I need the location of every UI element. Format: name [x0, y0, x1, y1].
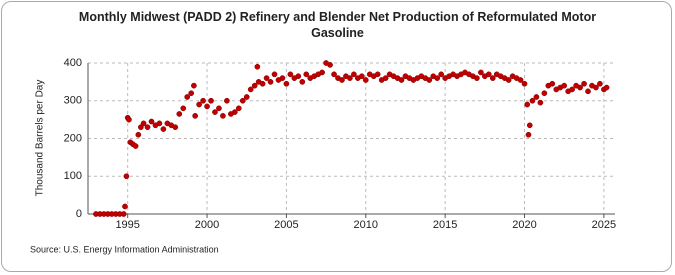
- x-tick-label: 2005: [274, 219, 298, 231]
- x-tick-label: 2010: [354, 219, 378, 231]
- data-point: [603, 84, 610, 91]
- y-tick-label: 400: [64, 57, 82, 69]
- data-point: [295, 73, 302, 80]
- data-point: [525, 131, 532, 138]
- data-point: [239, 97, 246, 104]
- data-point: [351, 71, 357, 78]
- x-tick-label: 2025: [592, 219, 616, 231]
- x-tick-label: 2015: [433, 219, 457, 231]
- data-point: [132, 143, 139, 149]
- data-point: [521, 80, 528, 87]
- source-note: Source: U.S. Energy Information Administ…: [30, 244, 219, 254]
- data-point: [382, 75, 389, 81]
- data-point: [216, 105, 222, 112]
- data-point: [224, 97, 230, 104]
- data-point: [358, 73, 365, 80]
- data-point: [593, 84, 599, 91]
- data-point: [148, 118, 155, 125]
- data-point: [172, 124, 179, 131]
- data-point: [581, 80, 587, 87]
- data-point: [474, 75, 480, 81]
- data-point: [524, 101, 531, 108]
- y-tick-label: 200: [64, 132, 82, 144]
- data-point: [123, 173, 130, 180]
- data-point: [489, 75, 496, 81]
- data-point: [331, 71, 337, 78]
- data-point: [283, 80, 290, 87]
- data-point: [299, 79, 306, 85]
- data-point: [208, 97, 214, 104]
- x-tick-label: 2020: [512, 219, 536, 231]
- data-point: [347, 75, 353, 81]
- data-point: [144, 124, 151, 131]
- data-point: [212, 109, 218, 115]
- data-point: [585, 88, 591, 95]
- data-point: [319, 69, 325, 76]
- data-point: [569, 86, 575, 93]
- data-point: [126, 116, 132, 123]
- data-point: [287, 71, 294, 78]
- data-point: [120, 211, 127, 217]
- data-point: [485, 71, 492, 78]
- data-point: [541, 90, 548, 97]
- data-point: [339, 77, 345, 83]
- data-point: [160, 126, 167, 132]
- data-point: [140, 120, 147, 127]
- data-point: [438, 71, 445, 78]
- data-point: [188, 90, 195, 97]
- data-point: [156, 120, 163, 127]
- data-point: [434, 75, 441, 81]
- data-point: [517, 77, 524, 83]
- data-point: [176, 111, 183, 117]
- data-point: [196, 101, 202, 108]
- data-point: [327, 62, 333, 68]
- data-point: [231, 109, 238, 115]
- x-tick-label: 2000: [195, 219, 219, 231]
- data-point: [263, 75, 270, 81]
- chart-frame: [1, 1, 672, 272]
- data-point: [537, 99, 544, 106]
- data-point: [200, 97, 206, 104]
- data-point: [247, 86, 254, 93]
- data-point: [362, 77, 369, 83]
- data-point: [204, 103, 210, 110]
- data-point: [549, 80, 556, 87]
- data-point: [192, 113, 198, 119]
- y-axis-label: Thousand Barrels per Day: [35, 80, 46, 197]
- data-point: [279, 75, 286, 81]
- data-point: [577, 84, 583, 91]
- data-point: [243, 94, 250, 100]
- data-point: [398, 77, 405, 83]
- data-point: [426, 77, 433, 83]
- y-tick-label: 300: [64, 95, 82, 107]
- data-point: [122, 203, 128, 210]
- y-tick-label: 100: [64, 170, 82, 182]
- data-point: [191, 82, 197, 89]
- data-point: [180, 105, 187, 112]
- data-point: [235, 105, 242, 112]
- data-point: [267, 79, 274, 85]
- data-point: [135, 131, 142, 138]
- data-point: [529, 97, 536, 104]
- data-point: [561, 82, 568, 89]
- data-point: [526, 122, 533, 129]
- x-tick-label: 1995: [115, 219, 139, 231]
- data-point: [505, 77, 512, 83]
- data-point: [251, 82, 258, 89]
- data-point: [478, 69, 484, 76]
- y-tick-label: 0: [76, 208, 82, 220]
- data-point: [220, 113, 226, 119]
- chart-title: Monthly Midwest (PADD 2) Refinery and Bl…: [78, 10, 597, 40]
- data-point: [303, 71, 310, 78]
- data-point: [271, 71, 278, 78]
- data-point: [184, 94, 191, 100]
- data-point: [597, 80, 603, 87]
- data-point: [259, 80, 266, 87]
- data-point: [254, 63, 261, 70]
- data-point: [533, 94, 540, 100]
- data-point: [374, 71, 381, 78]
